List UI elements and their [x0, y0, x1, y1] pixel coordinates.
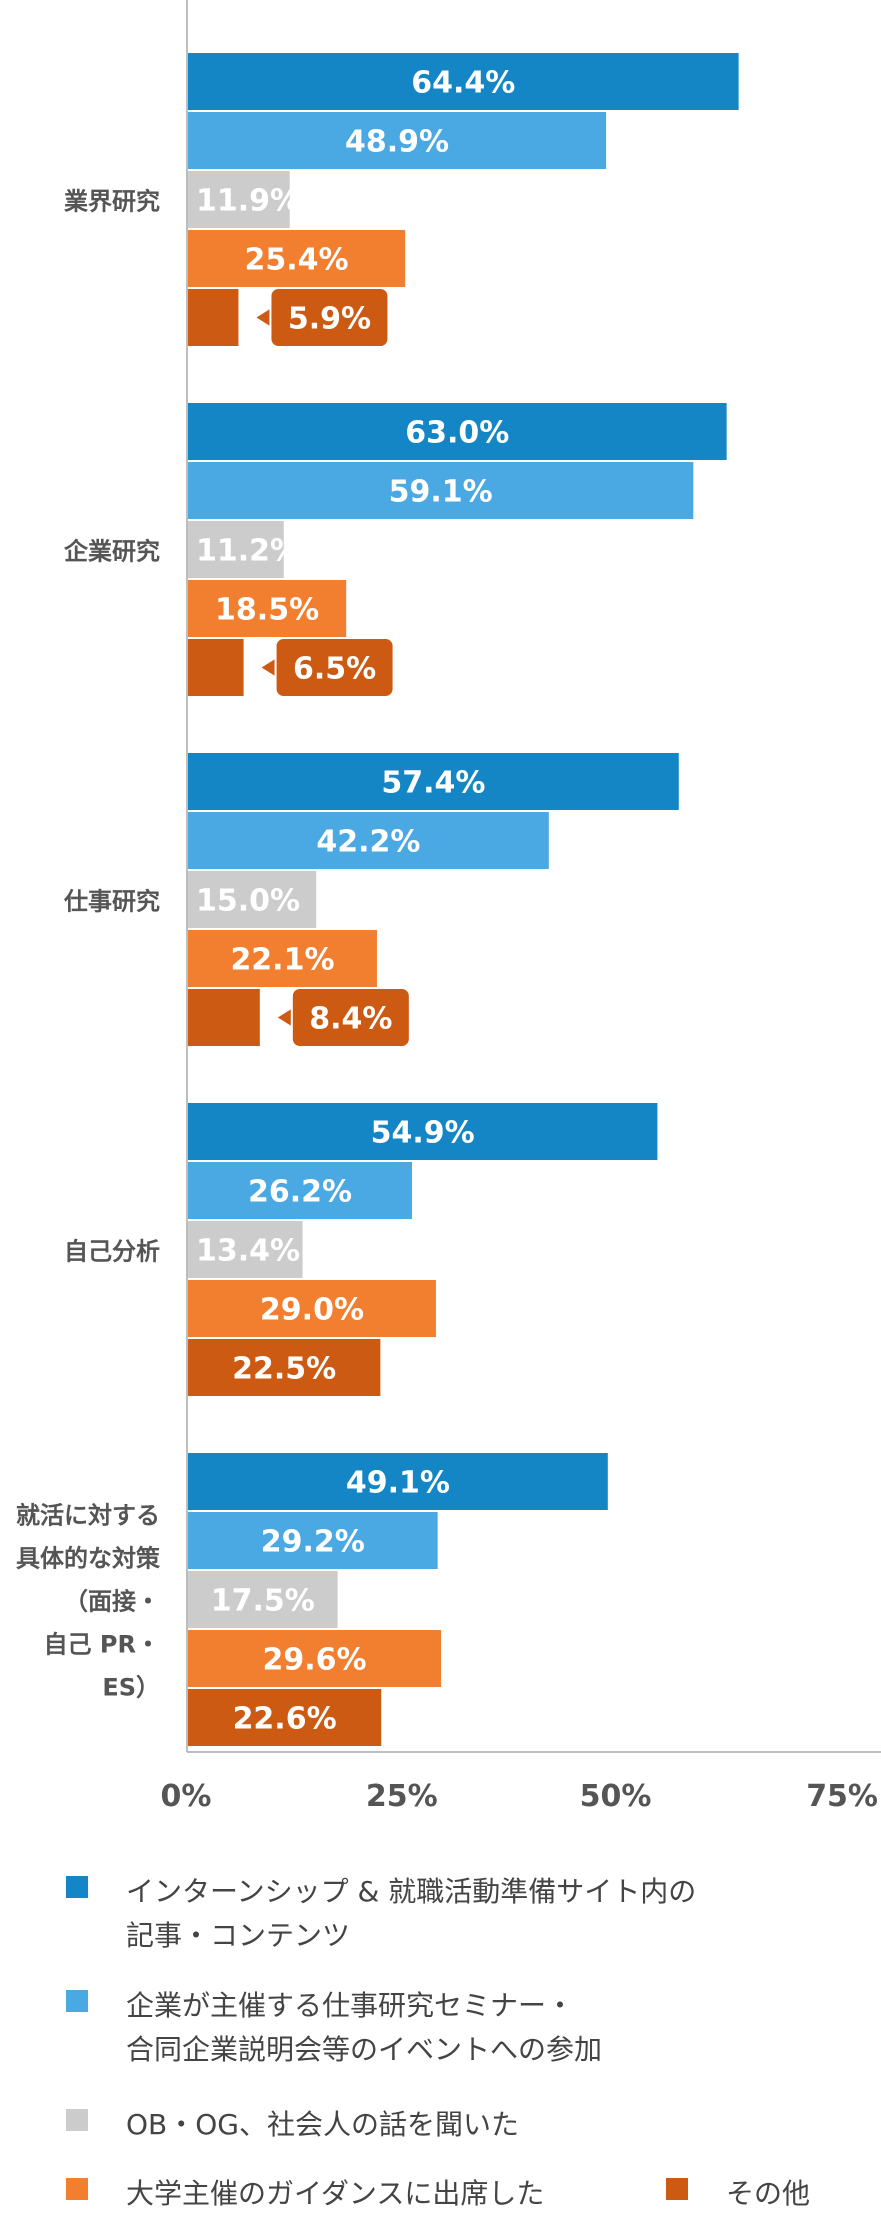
bar [188, 462, 694, 519]
legend-item: 大学主催のガイダンスに出席した [66, 2172, 544, 2216]
callout-pointer [261, 657, 278, 678]
legend-swatch [66, 1990, 88, 2012]
legend-label: その他 [726, 2177, 811, 2210]
bar-chart: 0% 25% 50% 75% 業界研究 64.4% 48.9% 11.9% 25.4% 5.9% 企… [16, 0, 881, 1814]
callout-bubble [274, 637, 395, 698]
bar [188, 639, 244, 696]
bar [188, 1103, 658, 1160]
bar [188, 812, 549, 869]
data-label: 29.2% [261, 1525, 365, 1560]
data-label: 17.5% [211, 1584, 315, 1619]
data-label: 54.9% [371, 1116, 475, 1151]
legend-swatch [66, 1876, 88, 1898]
data-label: 59.1% [389, 475, 493, 510]
legend-swatch [66, 2178, 88, 2200]
bar [188, 171, 290, 228]
x-tick-label: 50% [580, 1779, 652, 1814]
x-tick-label: 25% [366, 1779, 438, 1814]
bar [188, 1571, 338, 1628]
bar [188, 53, 739, 110]
bar [188, 1280, 436, 1337]
legend-swatch [66, 2109, 88, 2131]
legend-swatch [666, 2178, 688, 2200]
bar [188, 1453, 608, 1510]
data-label: 22.6% [233, 1702, 337, 1737]
bar [188, 989, 260, 1046]
legend-item: 企業が主催する仕事研究セミナー・ 合同企業説明会等のイベントへの参加 [66, 1984, 602, 2072]
data-label: 22.5% [232, 1352, 336, 1387]
category-label: 企業研究 [64, 538, 160, 566]
category-label: 業界研究 [64, 188, 160, 216]
legend-label: 企業が主催する仕事研究セミナー・ 合同企業説明会等のイベントへの参加 [126, 1989, 603, 2066]
category-label: ES） [102, 1674, 160, 1702]
callout-pointer [256, 307, 273, 328]
data-label: 63.0% [405, 416, 509, 451]
data-label: 11.2% [196, 534, 300, 569]
legend-item: インターンシップ & 就職活動準備サイト内の 記事・コンテンツ [66, 1870, 696, 1958]
data-label: 8.4% [309, 1002, 392, 1037]
bar [188, 1630, 442, 1687]
data-label: 13.4% [196, 1234, 300, 1269]
category-label: 仕事研究 [63, 888, 160, 916]
data-label: 25.4% [245, 243, 349, 278]
bar [188, 580, 347, 637]
data-label: 5.9% [288, 302, 371, 337]
callout-bubble [290, 987, 411, 1048]
data-label: 29.0% [260, 1293, 364, 1328]
bar [188, 1221, 303, 1278]
data-label: 57.4% [381, 766, 485, 801]
bar [188, 230, 406, 287]
data-label: 26.2% [248, 1175, 352, 1210]
legend-label: インターンシップ & 就職活動準備サイト内の 記事・コンテンツ [126, 1875, 697, 1952]
legend-label: OB・OG、社会人の話を聞いた [126, 2108, 519, 2141]
data-label: 18.5% [215, 593, 319, 628]
category-label: 自己分析 [64, 1238, 160, 1266]
bar [188, 1689, 382, 1746]
data-label: 42.2% [316, 825, 420, 860]
bar [188, 930, 377, 987]
x-tick-label: 0% [161, 1779, 212, 1814]
data-label: 15.0% [196, 884, 300, 919]
data-label: 49.1% [346, 1466, 450, 1501]
bar [188, 112, 607, 169]
data-label: 11.9% [196, 184, 300, 219]
bar [188, 871, 317, 928]
bar [188, 1512, 438, 1569]
bar [188, 521, 284, 578]
legend-item: その他 [666, 2172, 810, 2216]
x-tick-label: 75% [806, 1779, 878, 1814]
category-label: 自己 PR・ [44, 1631, 160, 1659]
bar [188, 289, 239, 346]
legend-label: 大学主催のガイダンスに出席した [126, 2177, 545, 2210]
category-label: （面接・ [64, 1588, 160, 1616]
data-label: 29.6% [263, 1643, 367, 1678]
bar [188, 1339, 381, 1396]
category-label: 具体的な対策 [16, 1545, 161, 1573]
bar [188, 1162, 413, 1219]
data-label: 64.4% [411, 66, 515, 101]
data-label: 6.5% [293, 652, 376, 687]
data-label: 22.1% [230, 943, 334, 978]
callout-bubble [269, 287, 390, 348]
category-label: 就活に対する [16, 1502, 160, 1530]
legend-item: OB・OG、社会人の話を聞いた [66, 2103, 519, 2147]
bar [188, 753, 679, 810]
bar [188, 403, 727, 460]
callout-pointer [277, 1007, 294, 1028]
data-label: 48.9% [345, 125, 449, 160]
